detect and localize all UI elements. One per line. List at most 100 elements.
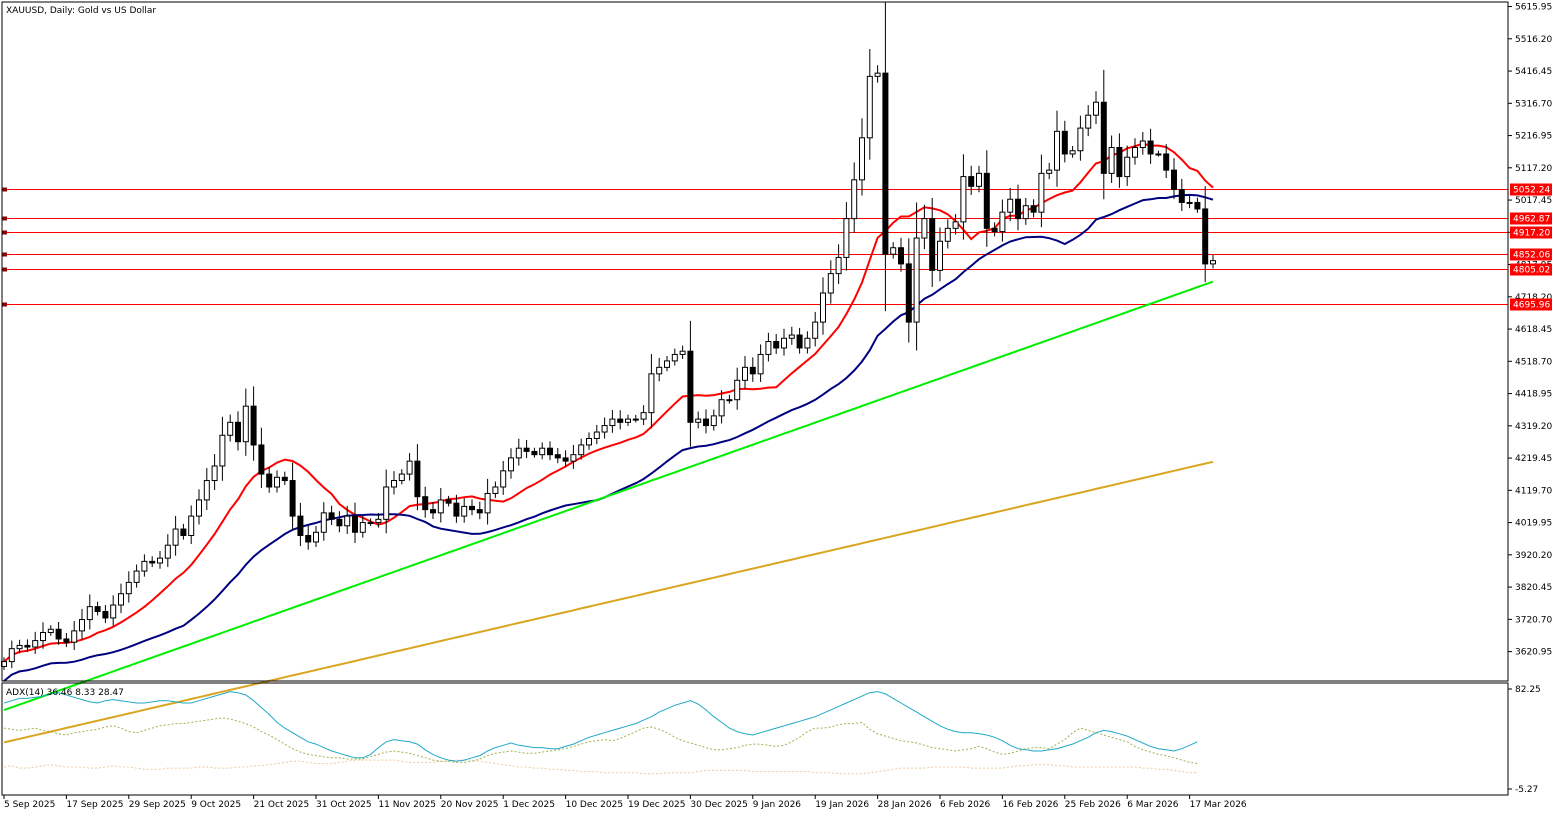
candle[interactable] <box>320 502 327 541</box>
candle[interactable] <box>32 631 39 655</box>
candle[interactable] <box>999 199 1006 242</box>
candle[interactable] <box>804 331 811 354</box>
candle[interactable] <box>1069 146 1076 158</box>
candle[interactable] <box>991 222 998 237</box>
candle[interactable] <box>952 214 959 235</box>
candle[interactable] <box>414 444 421 511</box>
candle[interactable] <box>1124 145 1131 186</box>
candle[interactable] <box>469 499 475 516</box>
candle[interactable] <box>710 409 717 431</box>
candle[interactable] <box>453 494 460 523</box>
candle[interactable] <box>445 495 452 507</box>
candle[interactable] <box>1038 154 1045 228</box>
candle[interactable] <box>781 328 787 356</box>
candle[interactable] <box>8 640 15 669</box>
candle[interactable] <box>1085 105 1092 137</box>
candle[interactable] <box>617 410 624 430</box>
candle[interactable] <box>110 595 117 626</box>
candle[interactable] <box>773 334 780 354</box>
candle[interactable] <box>398 469 405 485</box>
candle[interactable] <box>203 467 210 511</box>
candle[interactable] <box>188 505 195 545</box>
candle[interactable] <box>63 632 70 647</box>
candle[interactable] <box>196 489 202 525</box>
candle[interactable] <box>664 356 670 372</box>
candle[interactable] <box>547 441 553 461</box>
candle[interactable] <box>578 438 585 460</box>
candle[interactable] <box>820 277 826 335</box>
candle[interactable] <box>1116 133 1123 188</box>
candle[interactable] <box>391 471 397 495</box>
candle[interactable] <box>843 202 850 271</box>
candle[interactable] <box>913 202 920 351</box>
candle[interactable] <box>484 478 491 525</box>
candle[interactable] <box>1100 69 1107 200</box>
candle[interactable] <box>1202 186 1209 283</box>
candle[interactable] <box>1194 197 1201 213</box>
candle[interactable] <box>94 601 101 616</box>
candle[interactable] <box>24 639 31 652</box>
candle[interactable] <box>601 417 608 439</box>
candle[interactable] <box>125 571 132 603</box>
candle[interactable] <box>968 165 975 195</box>
candle[interactable] <box>352 502 358 544</box>
candle[interactable] <box>874 65 881 83</box>
candle[interactable] <box>1061 120 1068 163</box>
candle[interactable] <box>749 357 756 382</box>
candle[interactable] <box>656 357 663 382</box>
candle[interactable] <box>437 487 444 523</box>
candle[interactable] <box>1015 184 1021 231</box>
candle[interactable] <box>640 405 647 426</box>
candle[interactable] <box>1077 115 1084 161</box>
candle[interactable] <box>742 356 748 390</box>
candle[interactable] <box>539 442 546 460</box>
candle[interactable] <box>250 386 257 461</box>
candle[interactable] <box>313 525 319 548</box>
candle[interactable] <box>929 197 936 287</box>
candle[interactable] <box>523 439 530 459</box>
candle[interactable] <box>586 432 592 450</box>
candle[interactable] <box>905 238 912 343</box>
candle[interactable] <box>944 219 951 249</box>
candle[interactable] <box>835 244 842 285</box>
candle[interactable] <box>274 470 280 493</box>
candle[interactable] <box>1178 178 1185 212</box>
candle[interactable] <box>866 49 873 160</box>
candle[interactable] <box>508 448 514 479</box>
candle[interactable] <box>734 367 741 410</box>
candle[interactable] <box>1132 138 1138 165</box>
candle[interactable] <box>211 454 218 491</box>
candle[interactable] <box>422 486 429 518</box>
candle[interactable] <box>1007 187 1014 222</box>
candle[interactable] <box>679 345 686 359</box>
candle[interactable] <box>102 605 109 624</box>
candle[interactable] <box>1022 197 1029 225</box>
candle[interactable] <box>593 424 600 445</box>
candle[interactable] <box>375 513 382 528</box>
candle[interactable] <box>118 583 124 614</box>
candle[interactable] <box>344 505 351 534</box>
candle[interactable] <box>937 227 943 282</box>
candle[interactable] <box>149 556 156 568</box>
candle[interactable] <box>297 502 304 547</box>
candle[interactable] <box>718 390 725 424</box>
candle[interactable] <box>242 388 249 456</box>
candle[interactable] <box>164 534 171 567</box>
candle[interactable] <box>788 326 795 345</box>
candle[interactable] <box>219 416 226 481</box>
candle[interactable] <box>383 469 390 534</box>
candle[interactable] <box>305 525 312 550</box>
candle[interactable] <box>1147 128 1154 164</box>
candle[interactable] <box>406 453 413 481</box>
candle[interactable] <box>960 154 967 240</box>
candle[interactable] <box>16 639 23 654</box>
candle[interactable] <box>859 118 865 196</box>
candle[interactable] <box>359 515 366 538</box>
candle[interactable] <box>258 427 265 488</box>
candle[interactable] <box>1108 135 1115 183</box>
candle[interactable] <box>172 515 179 556</box>
candle[interactable] <box>1155 150 1162 157</box>
candle[interactable] <box>367 518 374 526</box>
candle[interactable] <box>515 438 522 466</box>
candle[interactable] <box>500 460 507 495</box>
